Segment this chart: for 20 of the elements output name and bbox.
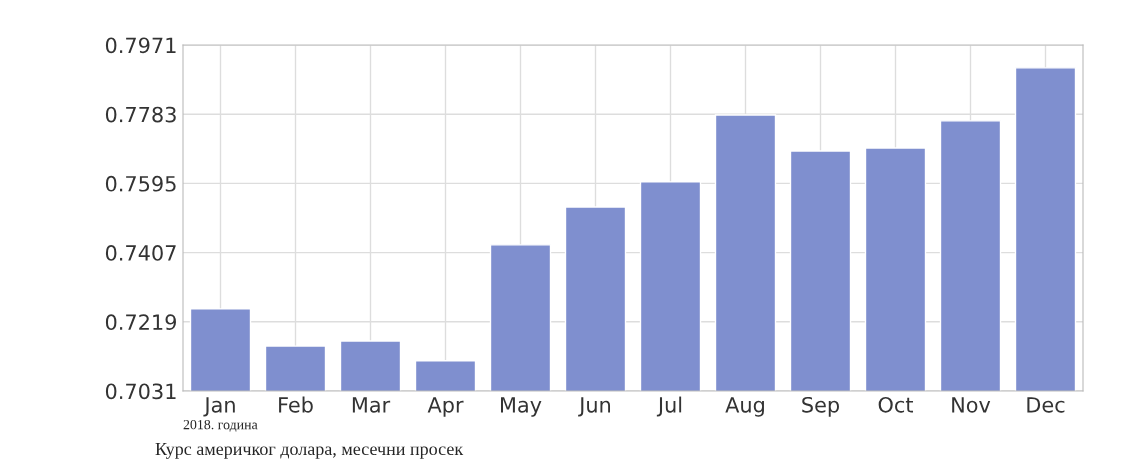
- y-tick-label: 0.7219: [105, 314, 176, 331]
- x-tick-label: Sep: [802, 396, 839, 417]
- text: Курс америчког долара, месечни просек: [155, 443, 464, 459]
- y-tick-label: 0.7971: [105, 37, 176, 54]
- x-tick-label: Jul: [656, 396, 682, 417]
- y-tick-label: 0.7595: [105, 175, 176, 192]
- y-tick-label: 0.7407: [105, 245, 176, 261]
- y-tick-label: 0.7783: [105, 106, 176, 123]
- x-tick-label: Aug: [725, 397, 764, 417]
- x-tick-label: Jun: [578, 397, 611, 417]
- x-tick-label: Feb: [279, 396, 313, 413]
- x-tick-label: Nov: [952, 397, 991, 413]
- x-tick-label: May: [501, 397, 542, 417]
- x-tick-label: Apr: [427, 397, 464, 417]
- x-tick-label: Mar: [352, 397, 391, 413]
- x-axis-title: 2018. година: [183, 419, 258, 432]
- y-tick-label: 0.7031: [105, 383, 176, 400]
- x-tick-label: Dec: [1027, 397, 1065, 413]
- x-tick-label: Oct: [878, 396, 914, 413]
- x-tick-label: Jan: [203, 397, 235, 417]
